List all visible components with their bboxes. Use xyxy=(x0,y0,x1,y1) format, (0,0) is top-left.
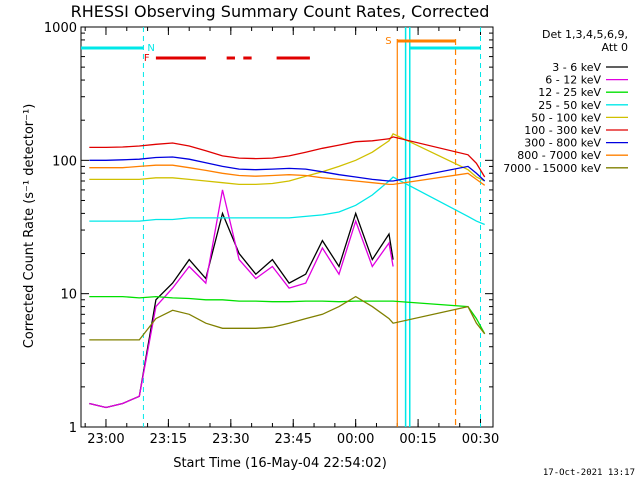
y-tick-label: 1 xyxy=(69,421,77,436)
footer-date: 17-Oct-2021 13:17 xyxy=(543,468,635,478)
y-tick-label: 10 xyxy=(60,288,77,303)
legend-label: 6 - 12 keV xyxy=(545,74,601,87)
series-line xyxy=(89,295,486,341)
legend-header-line-2: Att 0 xyxy=(602,41,628,54)
legend-label: 12 - 25 keV xyxy=(538,86,601,99)
legend-label: 50 - 100 keV xyxy=(531,111,601,124)
series-line xyxy=(89,156,486,182)
legend-label: 7000 - 15000 keV xyxy=(503,162,601,175)
x-tick-label: 00:30 xyxy=(462,432,499,447)
f-flag-label: F xyxy=(144,53,150,64)
x-tick-label: 00:15 xyxy=(399,432,436,447)
legend-label: 100 - 300 keV xyxy=(524,124,601,137)
legend-label: 25 - 50 keV xyxy=(538,99,601,112)
s-flag-label: S xyxy=(385,36,391,47)
legend-label: 300 - 800 keV xyxy=(524,137,601,150)
x-tick-label: 23:30 xyxy=(212,432,249,447)
legend-header-line-1: Det 1,3,4,5,6,9, xyxy=(542,28,628,41)
x-tick-label: 23:15 xyxy=(150,432,187,447)
plot-layer: 1 10 100 1000 23:00 23:15 23:30 23:45 00:00 00:15… xyxy=(44,21,499,447)
series-line xyxy=(89,211,394,409)
y-tick-label: 1000 xyxy=(44,21,77,36)
x-tick-label: 00:00 xyxy=(337,432,374,447)
x-tick-label: 23:00 xyxy=(87,432,124,447)
series-line xyxy=(89,132,485,186)
series-line xyxy=(89,136,486,178)
series-line xyxy=(89,189,394,409)
n-flag-label: N xyxy=(147,43,154,54)
chart-title: RHESSI Observing Summary Count Rates, Co… xyxy=(71,2,490,21)
series-line xyxy=(89,164,486,186)
legend-label: 800 - 7000 keV xyxy=(517,149,601,162)
x-axis-label: Start Time (16-May-04 22:54:02) xyxy=(173,456,387,471)
series-line xyxy=(89,295,486,335)
y-tick-label: 100 xyxy=(52,154,77,169)
y-axis-label: Corrected Count Rate (s⁻¹ detector⁻¹) xyxy=(22,104,37,349)
x-tick-label: 23:45 xyxy=(275,432,312,447)
series-line xyxy=(89,176,485,226)
legend-label: 3 - 6 keV xyxy=(552,61,601,74)
plot-frame xyxy=(80,26,494,428)
